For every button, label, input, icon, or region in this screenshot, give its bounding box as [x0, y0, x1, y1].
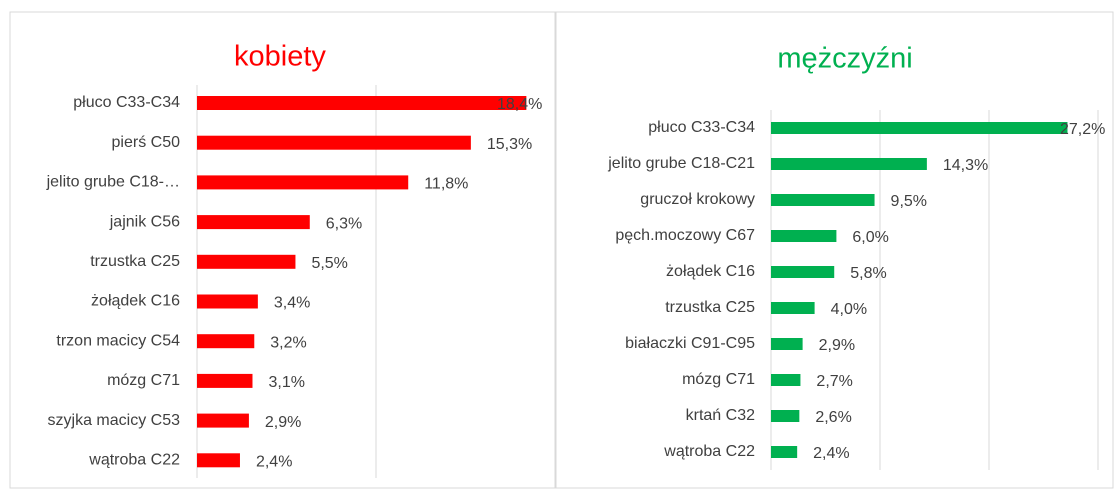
bar — [771, 338, 803, 350]
category-label: mózg C71 — [107, 372, 180, 389]
category-label: szyjka macicy C53 — [48, 412, 181, 429]
bar — [197, 254, 296, 269]
category-label: wątroba C22 — [88, 452, 180, 469]
category-label: żołądek C16 — [91, 293, 180, 310]
category-label: krtań C32 — [686, 407, 755, 424]
bar — [197, 175, 409, 190]
bar — [771, 194, 875, 206]
category-label: płuco C33-C34 — [648, 119, 755, 136]
bar — [197, 413, 249, 428]
bar — [197, 453, 240, 468]
chart-title: mężczyźni — [777, 43, 912, 75]
bar — [197, 215, 310, 230]
value-label: 27,2% — [1060, 121, 1105, 138]
value-label: 2,7% — [816, 373, 852, 390]
value-label: 5,8% — [850, 265, 886, 282]
value-label: 6,0% — [852, 229, 888, 246]
value-label: 15,3% — [487, 136, 532, 153]
category-label: trzustka C25 — [90, 253, 180, 270]
value-label: 2,4% — [813, 445, 849, 462]
category-label: mózg C71 — [682, 371, 755, 388]
value-label: 4,0% — [831, 301, 867, 318]
category-label: pierś C50 — [112, 134, 181, 151]
bar — [197, 334, 255, 349]
value-label: 2,6% — [815, 409, 851, 426]
category-label: trzustka C25 — [665, 299, 755, 316]
category-label: żołądek C16 — [666, 263, 755, 280]
bar — [771, 374, 801, 386]
value-label: 3,2% — [270, 334, 306, 351]
value-label: 2,9% — [819, 337, 855, 354]
value-label: 9,5% — [891, 193, 927, 210]
category-label: białaczki C91-C95 — [625, 335, 755, 352]
value-label: 18,4% — [497, 96, 542, 113]
category-label: jajnik C56 — [109, 213, 180, 230]
bar — [771, 122, 1068, 134]
bar — [771, 266, 835, 278]
category-label: jelito grube C18-C21 — [607, 155, 755, 172]
category-label: wątroba C22 — [663, 443, 755, 460]
bar — [197, 96, 527, 110]
bar — [771, 410, 800, 422]
bar — [771, 158, 927, 170]
category-label: gruczoł krokowy — [640, 191, 755, 208]
bar — [197, 294, 258, 309]
value-label: 2,4% — [256, 454, 292, 471]
bar — [197, 135, 471, 150]
value-label: 5,5% — [311, 255, 347, 272]
value-label: 14,3% — [943, 157, 988, 174]
value-label: 6,3% — [326, 215, 362, 232]
value-label: 3,1% — [268, 374, 304, 391]
category-label: jelito grube C18-… — [46, 174, 180, 191]
bar — [771, 446, 798, 458]
category-label: płuco C33-C34 — [73, 94, 180, 111]
bar — [771, 302, 815, 314]
right-panel — [555, 11, 1114, 489]
category-label: trzon macicy C54 — [56, 332, 180, 349]
value-label: 2,9% — [265, 414, 301, 431]
bar — [197, 373, 253, 388]
value-label: 11,8% — [424, 176, 468, 193]
value-label: 3,4% — [274, 295, 310, 312]
bar — [771, 230, 837, 242]
category-label: pęch.moczowy C67 — [615, 227, 755, 244]
chart-title: kobiety — [234, 41, 326, 73]
